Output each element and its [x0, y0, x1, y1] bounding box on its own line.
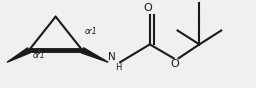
Text: H: H [115, 63, 122, 72]
Polygon shape [7, 48, 30, 62]
Text: or1: or1 [33, 51, 46, 60]
Text: N: N [108, 52, 116, 62]
Text: O: O [143, 3, 152, 13]
Polygon shape [81, 48, 108, 62]
Text: or1: or1 [84, 27, 97, 36]
Text: O: O [170, 59, 179, 69]
